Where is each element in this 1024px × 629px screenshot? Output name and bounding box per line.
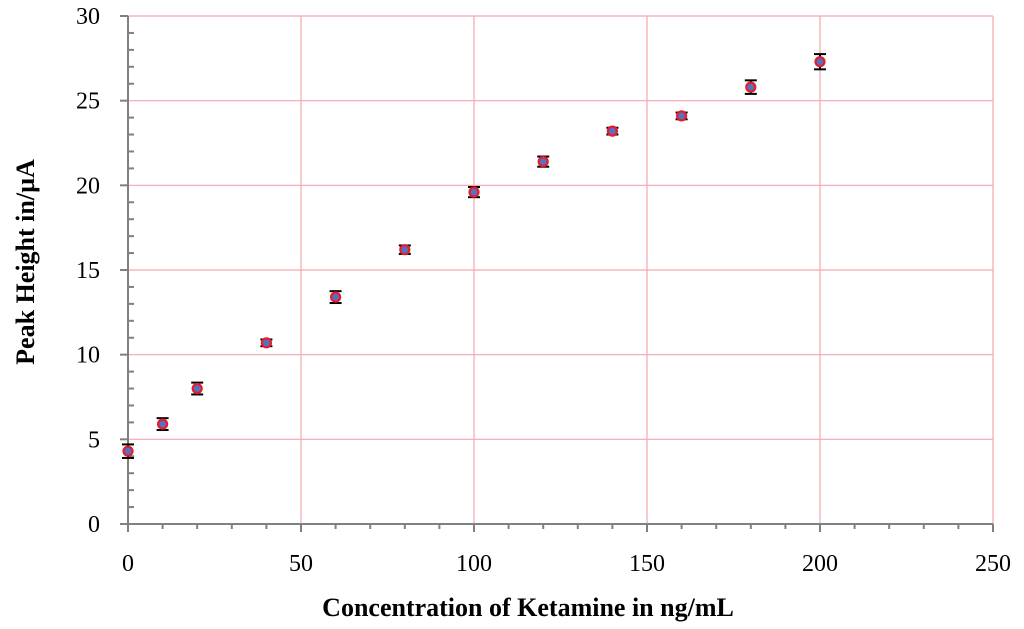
y-tick-label: 20	[76, 173, 100, 199]
data-point-group	[675, 110, 688, 122]
data-point	[537, 156, 549, 168]
data-point-group	[156, 417, 169, 432]
data-point-group	[814, 53, 826, 71]
data-point-group	[122, 443, 134, 459]
x-tick-label: 150	[629, 551, 665, 577]
data-point	[814, 56, 826, 68]
x-tick-label: 100	[456, 551, 492, 577]
x-tick-label: 200	[802, 551, 838, 577]
data-point-group	[398, 244, 411, 256]
data-point-group	[191, 381, 204, 396]
data-point-group	[260, 337, 273, 349]
x-tick-label: 50	[289, 551, 313, 577]
data-point-group	[329, 290, 342, 305]
y-tick-label: 25	[76, 89, 100, 115]
data-point	[122, 445, 134, 457]
y-tick-label: 30	[76, 4, 100, 30]
y-axis-title: Peak Height in/µA	[11, 159, 40, 365]
data-point-group	[744, 79, 757, 95]
axes	[120, 15, 994, 532]
data-point	[399, 244, 411, 256]
y-tick-label: 0	[88, 512, 100, 538]
data-point	[191, 382, 203, 395]
y-tick-label: 5	[88, 427, 100, 453]
data-point-group	[468, 186, 480, 199]
data-point	[606, 125, 619, 137]
data-point-group	[606, 125, 619, 137]
tick-labels: 0 5 10 15 20 25 30 0 50 100 150 200 250	[76, 4, 1011, 577]
data-point	[330, 291, 342, 303]
gridlines	[128, 15, 994, 524]
data-point	[745, 81, 757, 93]
data-point	[260, 337, 272, 349]
y-tick-label: 10	[76, 343, 100, 369]
y-tick-label: 15	[76, 258, 100, 284]
x-tick-label: 0	[122, 551, 134, 577]
x-tick-label: 250	[975, 551, 1011, 577]
data-point	[157, 418, 169, 430]
data-point	[675, 110, 688, 122]
data-points	[122, 53, 826, 459]
data-point	[468, 186, 480, 198]
data-point-group	[537, 155, 550, 168]
x-axis-title: Concentration of Ketamine in ng/mL	[322, 593, 734, 622]
